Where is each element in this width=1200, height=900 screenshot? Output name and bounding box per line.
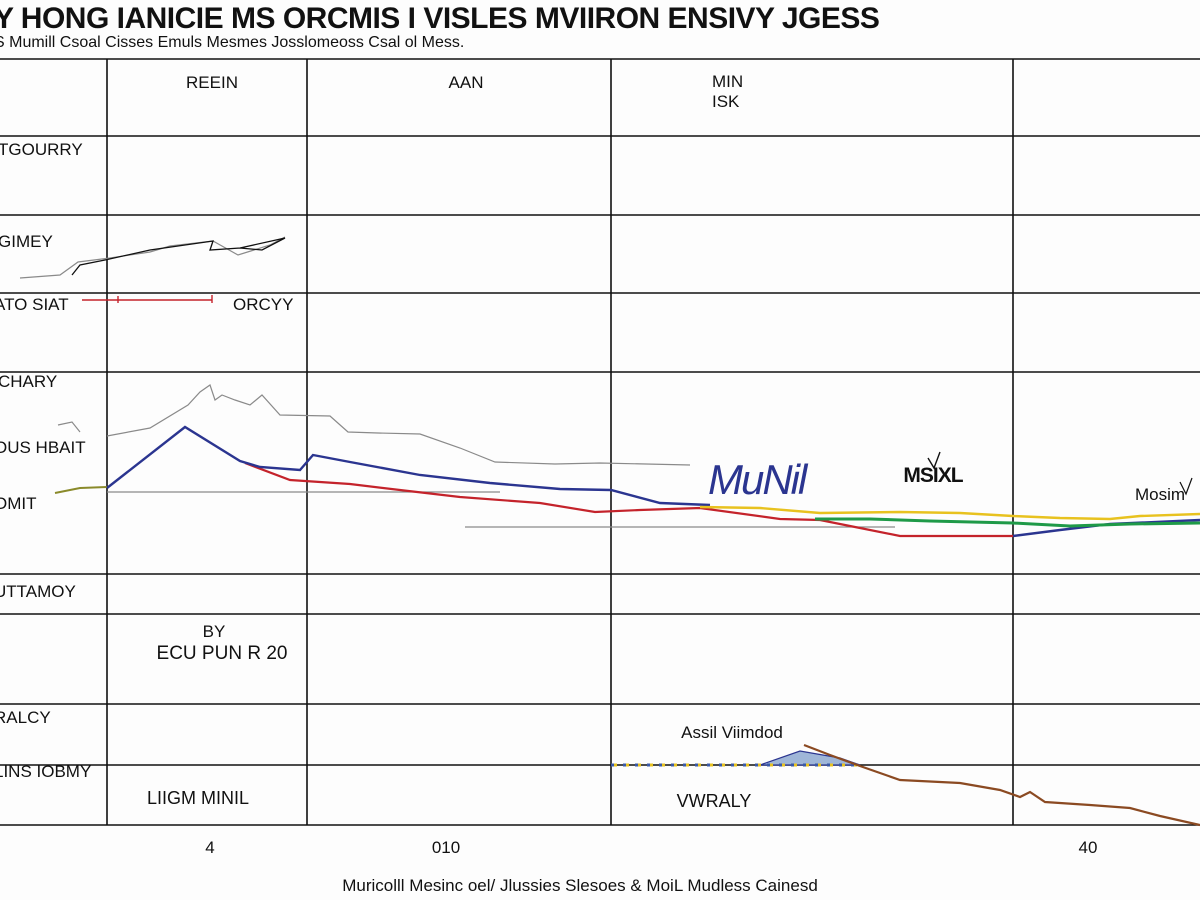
- row-label-tgourry: TGOURRY: [0, 140, 83, 159]
- series-mini-area: [759, 750, 861, 766]
- annotation-mosim-pointer: [1179, 477, 1193, 496]
- series-gray-upper-line: [19, 236, 286, 279]
- annotation-msixl: MSIXL: [903, 464, 963, 487]
- cell-label-liigm-minil: LIIGM MINIL: [147, 788, 249, 808]
- row-label-gimey: GIMEY: [0, 232, 53, 251]
- row-label-ato-siat: ATO SIAT: [0, 295, 69, 314]
- cell-label-orcyy: ORCYY: [233, 295, 293, 314]
- grid: [0, 58, 1200, 826]
- series-brown-line: [803, 743, 1200, 827]
- x-tick-010: 010: [432, 838, 460, 857]
- cell-label-vwraly: VWRALY: [677, 791, 752, 811]
- x-tick-40: 40: [1079, 838, 1098, 857]
- series-gray-line: [106, 384, 691, 466]
- column-header-min: MIN: [712, 72, 743, 91]
- cell-label-by: BY: [203, 622, 226, 641]
- series-gray-short-line: [57, 421, 81, 433]
- x-tick-4: 4: [205, 838, 214, 857]
- series-red-line: [244, 461, 1013, 538]
- row-label-chary: CHARY: [0, 372, 57, 391]
- annotation-msixl-pointer: [927, 451, 941, 470]
- annotation-mosim: Mosim: [1135, 485, 1185, 504]
- series-yellow-line: [699, 505, 1200, 521]
- x-axis-label: Muricolll Mesinc oel/ Jlussies Slesoes &…: [342, 876, 818, 895]
- row-label-ralcy: RALCY: [0, 708, 51, 727]
- column-header-isk: ISK: [712, 92, 740, 111]
- series-olive-line: [54, 486, 108, 494]
- row-label-uttamoy: UTTAMOY: [0, 582, 76, 601]
- column-header-aan: AAN: [449, 73, 484, 92]
- chart-title: Y HONG IANICIE MS ORCMIS I VISLES MVIIRO…: [0, 2, 880, 35]
- row-label-ous-hbait: OUS HBAIT: [0, 438, 86, 457]
- cell-label-assil-viimdod: Assil Viimdod: [681, 723, 783, 742]
- series-green-line: [815, 517, 1200, 528]
- annotation-munil: MuNil: [708, 456, 809, 503]
- cell-label-ecu-pun: ECU PUN R 20: [157, 643, 288, 664]
- chart-subtitle: S Mumill Csoal Cisses Emuls Mesmes Jossl…: [0, 34, 465, 51]
- row-label-lins-iobmy: LINS IOBMY: [0, 762, 91, 781]
- series-black-sketch-line: [71, 237, 286, 276]
- row-label-omit: OMIT: [0, 494, 37, 513]
- series-navy-line: [106, 425, 711, 507]
- column-header-reein: REEIN: [186, 73, 238, 92]
